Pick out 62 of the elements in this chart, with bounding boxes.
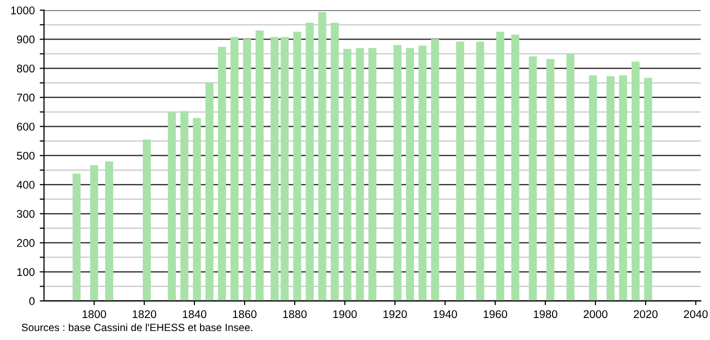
y-tick-label: 500 [16,152,35,160]
bar [632,62,640,301]
x-tick-label: 1960 [484,310,508,318]
bar [546,59,554,301]
x-tick-label: 1820 [132,310,156,318]
x-tick-label: 1940 [434,310,458,318]
bar [393,45,402,301]
bar [230,36,239,301]
bar [243,38,252,301]
y-tick-label: 700 [17,94,35,102]
x-tick-label: 1840 [182,310,206,318]
bar [218,46,226,301]
x-tick-label: 1920 [383,310,407,318]
bar [293,32,302,301]
bar [280,36,289,301]
x-tick-label: 1800 [82,310,106,318]
bar [588,75,597,301]
bar [180,111,188,301]
bar [205,82,214,301]
y-tick-label: 400 [16,180,35,189]
bar [418,46,427,301]
bar [142,140,151,301]
bar [105,161,114,301]
source-note: Sources : base Cassini de l'EHESS et base Insee. [22,323,252,332]
bar [306,22,314,301]
x-tick-label: 1860 [233,310,256,318]
y-tick-label: 600 [17,122,35,131]
bar [318,12,326,301]
bar [406,48,414,301]
bar [511,34,520,301]
bar [72,174,81,301]
x-tick-label: 2040 [684,310,708,318]
y-tick-label: 1000 [11,6,35,14]
y-tick-label: 0 [29,297,35,306]
bar [644,78,652,301]
y-tick-label: 200 [17,239,35,247]
x-tick-label: 1980 [534,310,558,318]
x-tick-label: 2000 [584,310,608,318]
bar [496,32,504,301]
bar [168,112,176,301]
bar [330,22,339,301]
bar [431,38,440,301]
x-tick-label: 1900 [333,310,357,318]
bar [456,42,464,301]
bar [368,48,376,301]
bar [256,30,264,301]
bar [90,165,98,301]
bar [476,42,484,301]
y-tick-label: 300 [16,210,35,218]
bar [528,56,537,301]
x-tick-label: 1880 [283,310,307,318]
y-tick-label: 800 [16,64,35,72]
x-tick-label: 2020 [634,310,658,318]
bar [270,36,279,301]
bar [343,48,352,301]
bar [356,48,364,301]
bar [566,54,574,301]
bar [619,75,628,301]
bar [192,118,201,301]
y-tick-label: 900 [16,36,35,44]
bar [606,76,615,301]
y-tick-label: 100 [17,268,35,276]
